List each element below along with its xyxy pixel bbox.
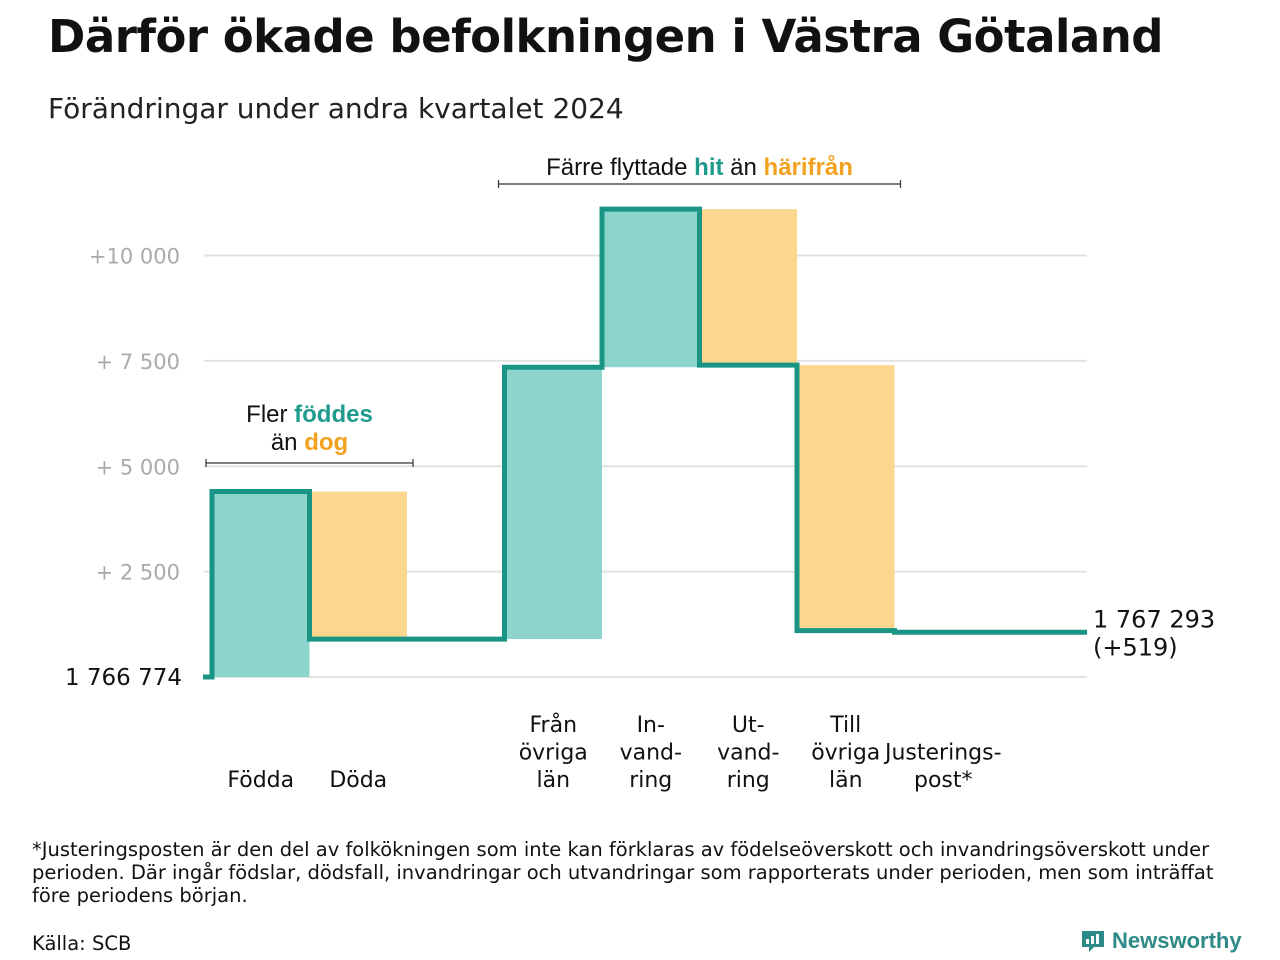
births-deaths-note: än dog (271, 429, 348, 456)
category-label: In-vand-ring (620, 713, 682, 793)
source-note: Källa: SCB (32, 932, 132, 955)
migration-note: Färre flyttade hit än härifrån (546, 154, 853, 181)
bar-invandring (602, 209, 700, 368)
chart-title: Därför ökade befolkningen i Västra Götal… (48, 10, 1164, 63)
category-label: Födda (227, 768, 294, 793)
y-tick-label: + 5 000 (96, 455, 180, 479)
end-change-label: (+519) (1093, 633, 1178, 661)
births-deaths-note: Fler föddes (246, 401, 373, 428)
category-label: Döda (329, 768, 387, 793)
category-label: Från övriga län (519, 712, 588, 793)
bar-födda (212, 491, 310, 677)
bar-till-övriga-län (797, 365, 895, 631)
y-tick-label: + 2 500 (96, 561, 180, 585)
category-label: Justerings-post* (883, 741, 1002, 794)
newsworthy-logo: Newsworthy (1080, 928, 1242, 954)
y-tick-label: +10 000 (89, 245, 180, 269)
waterfall-chart: + 2 500 + 5 000 + 7 500 +10 000 1 766 774 Föd… (65, 154, 1215, 794)
newsworthy-icon (1082, 931, 1104, 952)
chart-subtitle: Förändringar under andra kvartalet 2024 (48, 92, 624, 125)
bar-utvandring (699, 209, 797, 366)
cumulative-step-line (203, 206, 1087, 680)
end-value-label: 1 767 293 (1093, 605, 1215, 633)
category-label: Till övriga län (811, 713, 880, 793)
y-tick-label: + 7 500 (96, 350, 180, 374)
footnote: *Justeringsposten är den del av folkökni… (32, 838, 1214, 907)
bar-döda (309, 491, 407, 640)
brand-label: Newsworthy (1112, 928, 1242, 953)
bar-från-övriga-län (504, 367, 602, 640)
base-value-label: 1 766 774 (65, 665, 182, 691)
category-label: Ut-vand-ring (717, 713, 779, 793)
